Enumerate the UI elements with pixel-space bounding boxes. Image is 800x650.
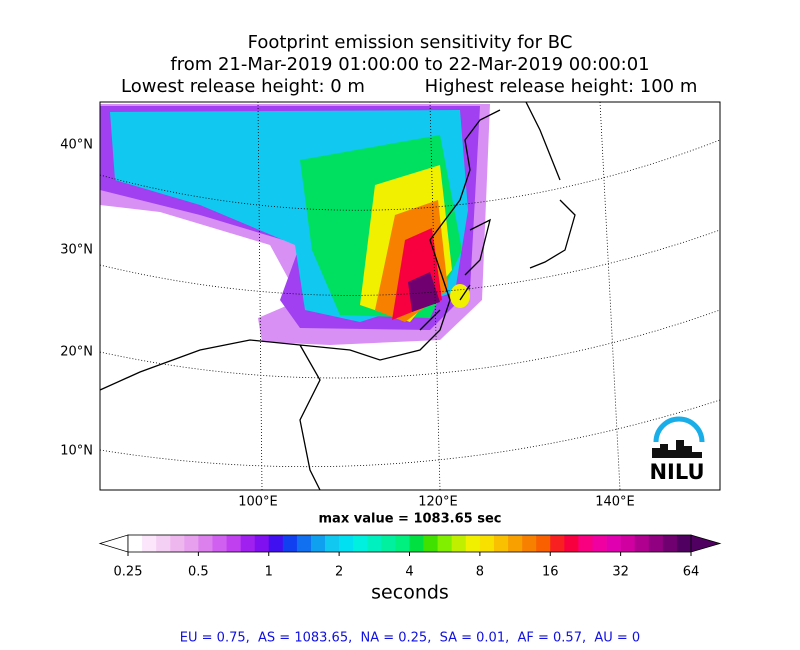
lon-label: 120°E bbox=[418, 495, 458, 510]
colorbar-segment bbox=[395, 535, 410, 552]
footer: EU = 0.75, AS = 1083.65, NA = 0.25, SA =… bbox=[180, 631, 640, 646]
plume bbox=[450, 284, 470, 308]
colorbar-segment bbox=[508, 535, 523, 552]
colorbar-segment bbox=[296, 535, 312, 552]
title-line: from 21-Mar-2019 01:00:00 to 22-Mar-2019… bbox=[170, 54, 649, 75]
colorbar-segment bbox=[381, 535, 396, 552]
colorbar-tick-label: 8 bbox=[476, 565, 484, 580]
colorbar-segment bbox=[156, 535, 171, 552]
colorbar-segment bbox=[423, 535, 438, 552]
colorbar-segment bbox=[550, 535, 565, 552]
colorbar-segment bbox=[648, 535, 664, 552]
colorbar-segment bbox=[282, 535, 298, 552]
map-frame bbox=[99, 101, 721, 491]
map: NILU bbox=[100, 102, 720, 490]
colorbar-segment bbox=[142, 535, 157, 552]
logo-text: NILU bbox=[649, 460, 704, 484]
colorbar-segment bbox=[310, 535, 326, 552]
colorbar-segment bbox=[479, 535, 495, 552]
colorbar-segment bbox=[254, 535, 270, 552]
colorbar: 0.25 0.5 1 2 4 8 16 32 64 bbox=[98, 534, 722, 580]
graticule bbox=[100, 102, 720, 490]
lon-label: 140°E bbox=[595, 495, 635, 510]
max-value: max value = 1083.65 sec bbox=[319, 512, 502, 527]
colorbar-segment bbox=[564, 535, 579, 552]
colorbar-segment bbox=[325, 535, 340, 552]
colorbar-tick-label: 32 bbox=[612, 565, 629, 580]
logo-skyline bbox=[652, 440, 702, 458]
colorbar-segment bbox=[634, 535, 650, 552]
colorbar-segment bbox=[268, 535, 284, 552]
lat-label: 20°N bbox=[60, 345, 93, 360]
colorbar-segment bbox=[536, 535, 551, 552]
colorbar-segment bbox=[339, 535, 354, 552]
colorbar-segment bbox=[662, 535, 678, 552]
lat-label: 10°N bbox=[60, 444, 93, 459]
colorbar-tick-label: 16 bbox=[542, 565, 559, 580]
colorbar-segment bbox=[367, 535, 382, 552]
lat-label: 30°N bbox=[60, 243, 93, 258]
colorbar-segment bbox=[606, 535, 621, 552]
colorbar-segment bbox=[240, 535, 255, 552]
colorbar-segment bbox=[226, 535, 241, 552]
colorbar-segment bbox=[353, 535, 368, 552]
colorbar-segment bbox=[212, 535, 227, 552]
logo-arc bbox=[653, 416, 705, 443]
title-line: Lowest release height: 0 m bbox=[121, 76, 365, 97]
colorbar-over bbox=[690, 534, 722, 553]
colorbar-segment bbox=[170, 535, 185, 552]
colorbar-segment bbox=[409, 535, 424, 552]
colorbar-under bbox=[98, 534, 129, 553]
lat-label: 40°N bbox=[60, 138, 93, 153]
colorbar-segment bbox=[522, 535, 537, 552]
colorbar-tick-label: 64 bbox=[683, 565, 700, 580]
colorbar-tick-label: 2 bbox=[335, 565, 343, 580]
colorbar-segment bbox=[578, 535, 593, 552]
colorbar-segment bbox=[451, 535, 467, 552]
colorbar-segment bbox=[465, 535, 481, 552]
lon-label: 100°E bbox=[238, 495, 278, 510]
colorbar-segment bbox=[676, 535, 692, 552]
title-line: Footprint emission sensitivity for BC bbox=[248, 32, 573, 53]
colorbar-segment bbox=[437, 535, 453, 552]
colorbar-segment bbox=[493, 535, 509, 552]
colorbar-tick-label: 0.25 bbox=[114, 565, 143, 580]
colorbar-label: seconds bbox=[371, 582, 449, 604]
colorbar-segment bbox=[620, 535, 635, 552]
colorbar-segment bbox=[128, 535, 143, 552]
colorbar-segment bbox=[592, 535, 607, 552]
plume bbox=[408, 272, 440, 312]
colorbar-tick-label: 1 bbox=[265, 565, 273, 580]
coastline bbox=[100, 102, 576, 490]
colorbar-tick-label: 0.5 bbox=[188, 565, 209, 580]
colorbar-tick-label: 4 bbox=[405, 565, 413, 580]
title-line: Highest release height: 100 m bbox=[425, 76, 698, 97]
colorbar-segment bbox=[184, 535, 199, 552]
colorbar-segment bbox=[198, 535, 213, 552]
